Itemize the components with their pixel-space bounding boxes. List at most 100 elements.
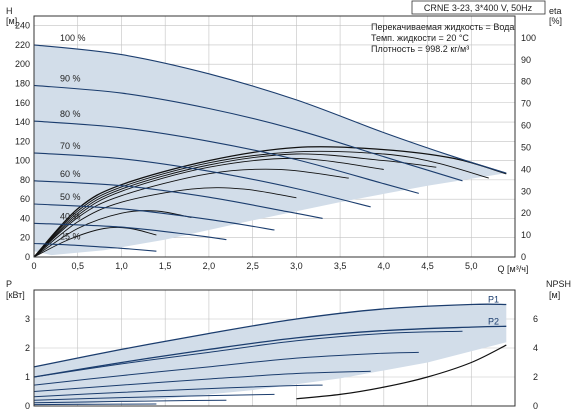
y-tick-label-left: 80 (20, 175, 30, 185)
y-tick-label-right: 60 (521, 121, 531, 131)
bottom-left-axis-unit: [кВт] (6, 290, 25, 300)
y-tick-label-left: 60 (20, 194, 30, 204)
y-tick-label-left: 200 (15, 59, 30, 69)
power-speed-curve (33, 330, 463, 378)
x-tick-label: 0 (31, 261, 36, 271)
speed-curve (33, 44, 507, 174)
speed-curve-label: 80 % (60, 109, 81, 119)
speed-curve (33, 152, 371, 208)
top-left-axis-unit: [м] (6, 16, 17, 26)
bottom-right-axis-unit: [м] (549, 290, 560, 300)
bottom-tick-labels: 0 1 2 3 0 2 4 6 (25, 314, 538, 411)
efficiency-curve (33, 146, 507, 258)
info-temperature: Темп. жидкости = 20 °C (371, 33, 469, 43)
y-tick-label-right: 10 (521, 230, 531, 240)
y-tick-label-right: 100 (521, 33, 536, 43)
x-tick-label: 3,0 (290, 261, 303, 271)
series-label-p1: P1 (488, 295, 499, 305)
info-liquid: Перекачиваемая жидкость = Вода (371, 22, 514, 32)
efficiency-curve (33, 150, 489, 258)
speed-curve (33, 242, 157, 252)
efficiency-curve (33, 168, 349, 258)
efficiency-curve (33, 210, 192, 258)
power-curves: P1 P2 (33, 295, 507, 406)
speed-curve-label: 25 % (60, 232, 81, 242)
speed-curve-label: 90 % (60, 73, 81, 83)
power-series-p2 (33, 325, 507, 378)
chart-title-box (411, 0, 546, 15)
npsh-tick-label: 6 (533, 314, 538, 324)
y-tick-label-right: 20 (521, 208, 531, 218)
y-tick-label-left: 240 (15, 21, 30, 31)
x-tick-label: 3,5 (334, 261, 347, 271)
y-tick-label-right: 80 (521, 77, 531, 87)
y-tick-label-left: 40 (20, 213, 30, 223)
efficiency-curve (33, 187, 297, 258)
y-tick-label-left: 180 (15, 78, 30, 88)
power-region-fill (34, 304, 507, 406)
speed-curve (33, 84, 463, 182)
y-tick-label-left: 140 (15, 117, 30, 127)
speed-curve-label: 40 % (60, 211, 81, 221)
top-plot-frame (33, 15, 516, 258)
y-tick-label-left: 100 (15, 156, 30, 166)
speed-curve-label: 60 % (60, 169, 81, 179)
bottom-plot-frame (33, 289, 516, 407)
x-tick-label: 1,0 (115, 261, 128, 271)
power-tick-label: 3 (25, 314, 30, 324)
npsh-tick-label: 4 (533, 343, 538, 353)
x-tick-label: 4,5 (421, 261, 434, 271)
bottom-left-axis-title: P (6, 279, 12, 289)
speed-curve-label: 70 % (60, 141, 81, 151)
speed-curve-label: 100 % (60, 33, 86, 43)
speed-curves: 100 % 90 % 80 % 70 % 60 % 50 % 40 % 25 % (33, 33, 507, 252)
speed-curve-label: 50 % (60, 192, 81, 202)
y-tick-label-right: 70 (521, 99, 531, 109)
info-density: Плотность = 998.2 кг/м³ (371, 44, 469, 54)
power-tick-label: 2 (25, 343, 30, 353)
speed-curve (33, 120, 419, 194)
series-label-p2: P2 (488, 316, 499, 326)
y-tick-label-right: 40 (521, 164, 531, 174)
top-left-axis-title: H (6, 6, 13, 16)
top-right-axis-unit: [%] (549, 16, 562, 26)
speed-curve (33, 203, 275, 231)
top-right-axis-title: eta (549, 6, 562, 16)
power-region (34, 304, 507, 406)
power-speed-curve (33, 384, 323, 398)
npsh-tick-label: 0 (533, 401, 538, 411)
npsh-tick-label: 2 (533, 372, 538, 382)
power-speed-curve (33, 399, 227, 404)
power-tick-label: 0 (25, 401, 30, 411)
power-speed-curve (33, 393, 275, 401)
power-speed-curve (33, 370, 371, 392)
power-speed-curve (33, 351, 419, 386)
y-tick-label-right: 0 (521, 252, 526, 262)
power-tick-label: 1 (25, 372, 30, 382)
y-tick-label-left: 160 (15, 98, 30, 108)
speed-curve (33, 222, 227, 241)
y-tick-label-left: 0 (25, 252, 30, 262)
bottom-right-axis-title: NPSH (546, 279, 571, 289)
x-tick-label: 1,5 (159, 261, 172, 271)
speed-curve (33, 180, 323, 219)
y-tick-label-left: 20 (20, 233, 30, 243)
y-tick-label-left: 120 (15, 136, 30, 146)
efficiency-curve (33, 153, 437, 258)
efficiency-curves (33, 146, 507, 258)
npsh-curve (296, 344, 507, 400)
y-tick-label-right: 90 (521, 55, 531, 65)
chart-title: CRNE 3-23, 3*400 V, 50Hz (424, 3, 533, 13)
y-tick-label-right: 30 (521, 186, 531, 196)
efficiency-curve (33, 157, 384, 258)
top-tick-labels: 0 0,5 1,0 1,5 2,0 2,5 3,0 3,5 4,0 4,5 5,0 0 20 40 60 80… (15, 21, 536, 271)
x-tick-label: 4,0 (378, 261, 391, 271)
x-tick-label: 0,5 (71, 261, 84, 271)
x-axis-title: Q [м³/ч] (498, 264, 529, 274)
x-tick-label: 5,0 (465, 261, 478, 271)
y-tick-label-right: 50 (521, 142, 531, 152)
x-tick-label: 2,5 (246, 261, 259, 271)
power-series-p1 (33, 303, 507, 368)
y-tick-label-left: 220 (15, 40, 30, 50)
